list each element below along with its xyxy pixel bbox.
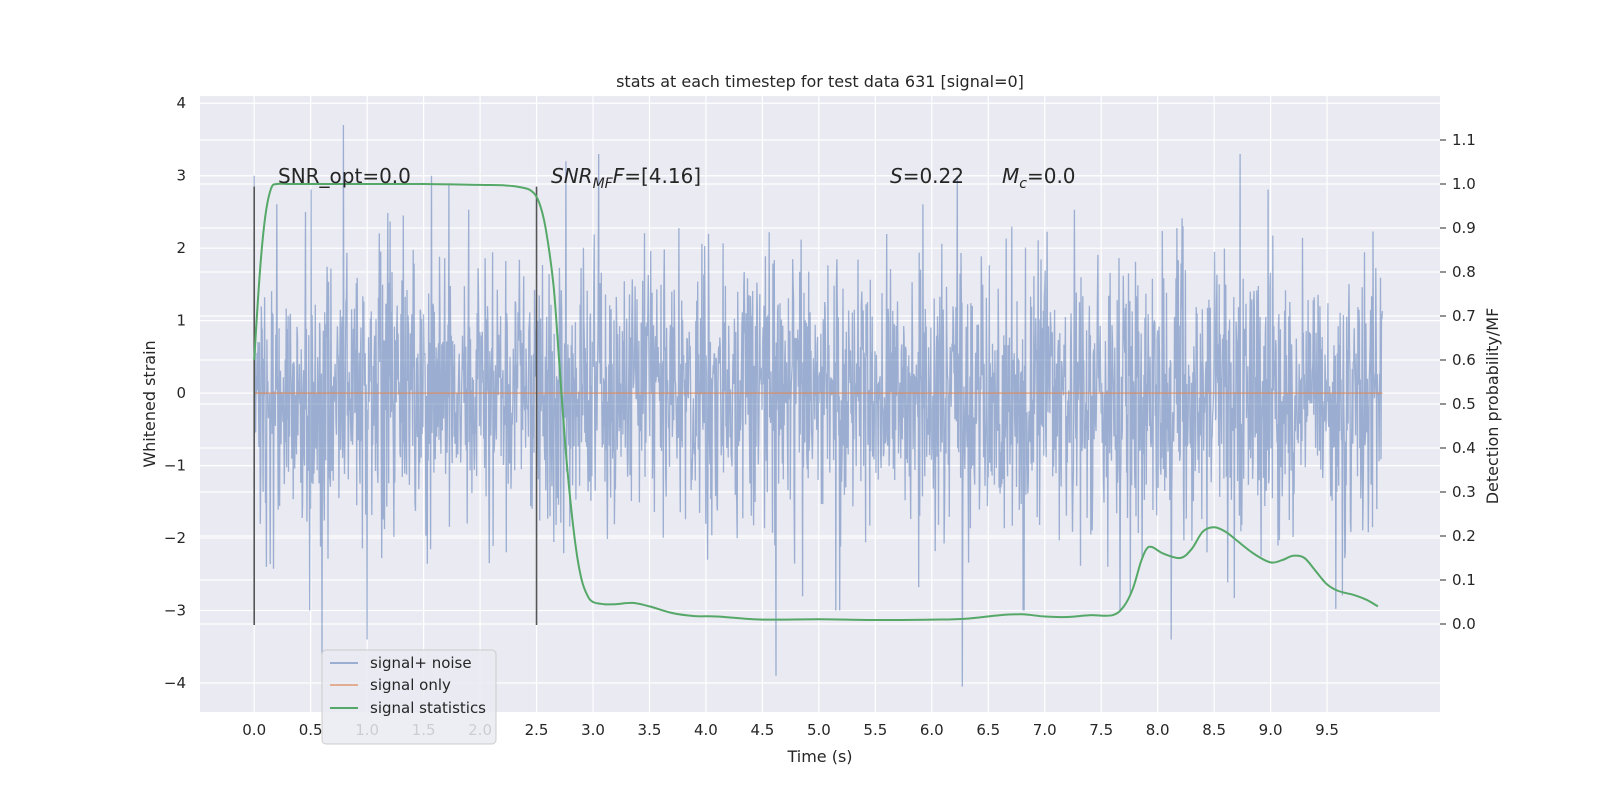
annotation-snr-mf-subscript: MF — [593, 176, 614, 192]
signal-statistics-line — [253, 182, 1379, 622]
vertical-markers — [253, 186, 538, 626]
left-y-tick-label: −1 — [164, 457, 186, 475]
annotation-s: S=0.22 — [890, 164, 964, 188]
right-y-tick-label: 0.9 — [1452, 219, 1476, 237]
left-y-axis-label: Whitened strain — [140, 340, 159, 467]
x-tick-label: 7.0 — [1033, 721, 1057, 739]
right-y-tick-label: 0.3 — [1452, 483, 1476, 501]
x-tick-label: 0.5 — [299, 721, 323, 739]
x-tick-label: 6.5 — [976, 721, 1000, 739]
annotation-mc-subscript: c — [1019, 176, 1027, 192]
annotation-mc-value: =0.0 — [1027, 164, 1076, 188]
left-y-tick-label: 2 — [176, 239, 186, 257]
x-tick-label: 3.5 — [638, 721, 662, 739]
left-y-tick-label: −3 — [164, 602, 186, 620]
x-tick-label: 7.5 — [1089, 721, 1113, 739]
annotation-snr-mf-value: =[4.16] — [624, 164, 701, 188]
right-y-tick-label: 0.6 — [1452, 351, 1476, 369]
annotation-snr-mf: SNRMFF=[4.16] — [551, 164, 701, 192]
signal-noise-line — [253, 124, 1384, 687]
right-y-tick-label: 0.2 — [1452, 527, 1476, 545]
right-y-tick-label: 0.1 — [1452, 571, 1476, 589]
right-y-tick-label: 0.4 — [1452, 439, 1476, 457]
left-y-tick-labels: 4 3 2 1 0 −1 −2 −3 −4 — [164, 94, 186, 692]
x-tick-label: 4.0 — [694, 721, 718, 739]
x-tick-label: 5.0 — [807, 721, 831, 739]
x-axis-label: Time (s) — [786, 747, 852, 766]
legend-label-signal-noise: signal+ noise — [370, 654, 472, 672]
left-y-tick-label: −4 — [164, 674, 186, 692]
right-y-tick-label: 0.0 — [1452, 615, 1476, 633]
legend-label-signal-statistics: signal statistics — [370, 699, 486, 717]
left-y-tick-label: −2 — [164, 529, 186, 547]
x-tick-label: 2.5 — [525, 721, 549, 739]
x-tick-label: 9.5 — [1315, 721, 1339, 739]
annotation-mc: Mc=0.0 — [1002, 164, 1076, 192]
annotation-snr-opt: SNR_opt=0.0 — [278, 164, 411, 188]
right-y-tick-label: 0.8 — [1452, 263, 1476, 281]
right-y-tick-label: 1.1 — [1452, 131, 1476, 149]
x-tick-label: 9.0 — [1259, 721, 1283, 739]
right-y-axis-label: Detection probability/MF — [1483, 308, 1502, 505]
signal-noise-series — [253, 124, 1384, 687]
right-y-tick-label: 0.7 — [1452, 307, 1476, 325]
right-y-tick-label: 0.5 — [1452, 395, 1476, 413]
x-tick-label: 8.0 — [1146, 721, 1170, 739]
annotation-s-label: S — [890, 164, 903, 188]
legend-label-signal-only: signal only — [370, 676, 451, 694]
x-tick-label: 4.5 — [750, 721, 774, 739]
x-tick-label: 0.0 — [242, 721, 266, 739]
left-y-tick-label: 3 — [176, 167, 186, 185]
right-y-tick-labels: 1.1 1.0 0.9 0.8 0.7 0.6 0.5 0.4 0.3 0.2 0.1 0.0 — [1452, 131, 1476, 633]
right-y-tick-label: 1.0 — [1452, 175, 1476, 193]
annotation-mc-label: M — [1002, 164, 1019, 188]
legend-box — [321, 649, 497, 745]
legend: signal+ noise signal only signal statist… — [321, 649, 497, 745]
annotation-snr-mf-prefix: SNR — [551, 164, 593, 188]
x-tick-label: 8.5 — [1202, 721, 1226, 739]
left-y-tick-label: 1 — [176, 312, 186, 330]
left-y-tick-label: 4 — [176, 94, 186, 112]
annotation-s-value: =0.22 — [903, 164, 964, 188]
signal-statistics-series — [253, 182, 1379, 622]
left-y-tick-label: 0 — [176, 384, 186, 402]
x-tick-label: 5.5 — [863, 721, 887, 739]
chart-title: stats at each timestep for test data 631… — [616, 72, 1024, 91]
x-tick-label: 3.0 — [581, 721, 605, 739]
x-tick-label: 6.0 — [920, 721, 944, 739]
